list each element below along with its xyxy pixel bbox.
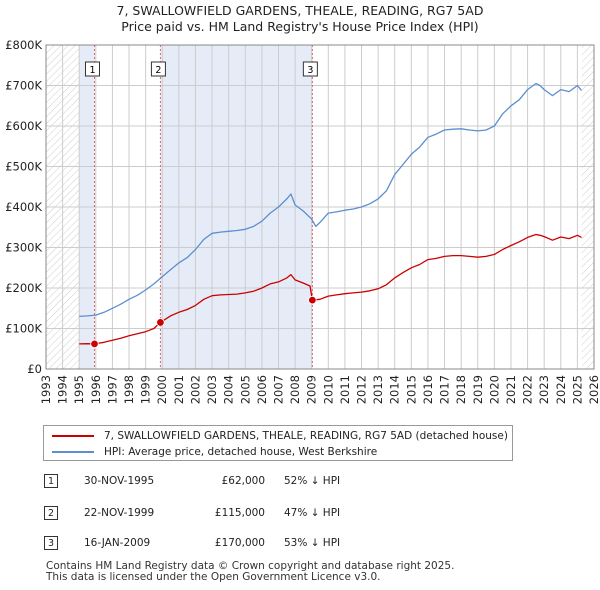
sale-hpi-diff: 47% ↓ HPI — [284, 507, 341, 519]
x-tick-label: 2017 — [438, 375, 452, 404]
x-tick-label: 2008 — [288, 375, 302, 404]
legend-item-price-paid: 7, SWALLOWFIELD GARDENS, THEALE, READING… — [52, 428, 508, 444]
x-tick-label: 2020 — [487, 375, 501, 404]
legend-label-hpi: HPI: Average price, detached house, West… — [104, 446, 378, 458]
x-tick-label: 2022 — [521, 375, 535, 404]
footer-copyright: Contains HM Land Registry data © Crown c… — [46, 560, 455, 572]
x-tick-label: 2023 — [537, 375, 551, 404]
table-row: 3 16-JAN-2009 £170,000 53% ↓ HPI — [44, 536, 464, 554]
sale-date: 16-JAN-2009 — [84, 537, 151, 549]
hpi-series-line — [79, 82, 582, 318]
x-tick-label: 1996 — [89, 375, 103, 404]
sale-number-badge: 3 — [44, 536, 58, 550]
legend: 7, SWALLOWFIELD GARDENS, THEALE, READING… — [43, 425, 513, 461]
x-tick-label: 2000 — [155, 375, 169, 404]
x-tick-label: 2003 — [205, 375, 219, 404]
sale-hpi-diff: 52% ↓ HPI — [284, 475, 341, 487]
x-tick-label: 1999 — [139, 375, 153, 404]
sale-point — [90, 339, 99, 349]
sale-number-label: 3 — [307, 65, 313, 76]
x-tick-label: 1998 — [122, 375, 136, 404]
x-tick-label: 2005 — [238, 375, 252, 404]
x-tick-label: 2006 — [255, 375, 269, 404]
sale-number-box — [150, 61, 166, 77]
x-tick-label: 2011 — [338, 375, 352, 404]
x-tick-label: 1997 — [105, 375, 119, 404]
x-tick-label: 2002 — [188, 375, 202, 404]
x-tick-label: 2001 — [172, 375, 186, 404]
price-chart: 7, SWALLOWFIELD GARDENS, THEALE, READING… — [5, 3, 600, 404]
sale-number-box — [84, 61, 100, 77]
y-tick-label: £200K — [5, 281, 42, 295]
sale-number-label: 2 — [155, 65, 161, 76]
sale-point — [308, 295, 317, 305]
sale-date: 30-NOV-1995 — [84, 475, 155, 487]
y-tick-label: £100K — [5, 322, 42, 336]
footer-licence: This data is licensed under the Open Gov… — [46, 571, 381, 583]
x-tick-label: 2004 — [222, 375, 236, 404]
y-tick-label: £700K — [5, 79, 42, 93]
y-tick-label: £400K — [5, 200, 42, 214]
table-row: 1 30-NOV-1995 £62,000 52% ↓ HPI — [44, 474, 464, 492]
x-tick-label: 2019 — [471, 375, 485, 404]
x-tick-label: 1993 — [39, 375, 53, 404]
x-tick-label: 2018 — [454, 375, 468, 404]
y-tick-label: £600K — [5, 119, 42, 133]
x-tick-label: 2012 — [355, 375, 369, 404]
x-tick-label: 2014 — [388, 375, 402, 404]
x-tick-label: 2009 — [305, 375, 319, 404]
x-tick-label: 2021 — [504, 375, 518, 404]
sale-hpi-diff: 53% ↓ HPI — [284, 537, 341, 549]
chart-title: 7, SWALLOWFIELD GARDENS, THEALE, READING… — [117, 3, 484, 18]
y-tick-label: £500K — [5, 160, 42, 174]
sale-point — [156, 318, 165, 327]
sale-number-box — [302, 61, 318, 77]
sale-number-badge: 1 — [44, 474, 58, 488]
x-tick-label: 1995 — [72, 375, 86, 404]
sale-date: 22-NOV-1999 — [84, 507, 155, 519]
x-tick-label: 2016 — [421, 375, 435, 404]
table-row: 2 22-NOV-1999 £115,000 47% ↓ HPI — [44, 506, 464, 524]
y-tick-label: £300K — [5, 241, 42, 255]
x-tick-label: 2010 — [321, 375, 335, 404]
y-tick-label: £0 — [27, 362, 42, 376]
sale-price: £115,000 — [214, 507, 265, 519]
sale-number-label: 1 — [89, 65, 95, 76]
legend-item-hpi: HPI: Average price, detached house, West… — [52, 444, 377, 460]
sale-number-badge: 2 — [44, 506, 58, 520]
plot-frame — [45, 44, 595, 370]
x-tick-label: 2015 — [404, 375, 418, 404]
price-paid-series-line — [79, 233, 582, 345]
sale-price: £62,000 — [221, 475, 265, 487]
x-tick-label: 2013 — [371, 375, 385, 404]
x-tick-label: 2024 — [554, 375, 568, 404]
x-tick-label: 2025 — [570, 375, 584, 404]
price-paid-line-swatch — [52, 435, 94, 437]
footer-attribution: Contains HM Land Registry data © Crown c… — [46, 561, 454, 583]
hpi-line-swatch — [52, 451, 94, 453]
sale-price: £170,000 — [214, 537, 265, 549]
x-tick-label: 1994 — [56, 375, 70, 404]
legend-label-price-paid: 7, SWALLOWFIELD GARDENS, THEALE, READING… — [104, 430, 508, 442]
chart-subtitle: Price paid vs. HM Land Registry's House … — [121, 19, 478, 34]
x-tick-label: 2007 — [271, 375, 285, 404]
x-tick-label: 2026 — [587, 375, 600, 404]
y-tick-label: £800K — [5, 38, 42, 52]
